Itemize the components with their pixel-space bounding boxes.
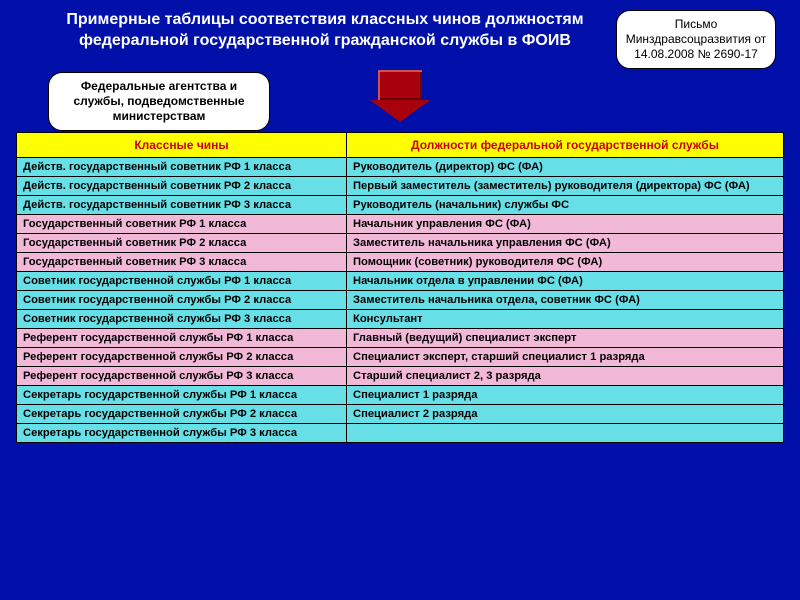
ranks-table: Классные чины Должности федеральной госу… <box>16 132 784 443</box>
position-cell: Заместитель начальника отдела, советник … <box>347 291 784 310</box>
position-cell: Специалист 2 разряда <box>347 405 784 424</box>
table-row: Секретарь государственной службы РФ 1 кл… <box>17 386 784 405</box>
ranks-table-wrap: Классные чины Должности федеральной госу… <box>16 132 784 443</box>
rank-cell: Референт государственной службы РФ 2 кла… <box>17 348 347 367</box>
down-arrow-icon <box>378 70 430 122</box>
header-positions: Должности федеральной государственной сл… <box>347 133 784 158</box>
letter-callout: Письмо Минздравсоцразвития от 14.08.2008… <box>616 10 776 69</box>
table-row: Референт государственной службы РФ 2 кла… <box>17 348 784 367</box>
table-row: Советник государственной службы РФ 3 кла… <box>17 310 784 329</box>
rank-cell: Секретарь государственной службы РФ 1 кл… <box>17 386 347 405</box>
rank-cell: Государственный советник РФ 1 класса <box>17 215 347 234</box>
position-cell: Руководитель (начальник) службы ФС <box>347 196 784 215</box>
position-cell: Начальник отдела в управлении ФС (ФА) <box>347 272 784 291</box>
rank-cell: Референт государственной службы РФ 1 кла… <box>17 329 347 348</box>
position-cell: Консультант <box>347 310 784 329</box>
rank-cell: Действ. государственный советник РФ 2 кл… <box>17 177 347 196</box>
position-cell: Специалист эксперт, старший специалист 1… <box>347 348 784 367</box>
position-cell: Главный (ведущий) специалист эксперт <box>347 329 784 348</box>
header-ranks: Классные чины <box>17 133 347 158</box>
rank-cell: Советник государственной службы РФ 2 кла… <box>17 291 347 310</box>
rank-cell: Советник государственной службы РФ 3 кла… <box>17 310 347 329</box>
table-row: Государственный советник РФ 2 классаЗаме… <box>17 234 784 253</box>
table-row: Государственный советник РФ 1 классаНача… <box>17 215 784 234</box>
table-row: Референт государственной службы РФ 1 кла… <box>17 329 784 348</box>
rank-cell: Действ. государственный советник РФ 1 кл… <box>17 158 347 177</box>
table-row: Советник государственной службы РФ 1 кла… <box>17 272 784 291</box>
rank-cell: Референт государственной службы РФ 3 кла… <box>17 367 347 386</box>
position-cell: Помощник (советник) руководителя ФС (ФА) <box>347 253 784 272</box>
position-cell: Специалист 1 разряда <box>347 386 784 405</box>
rank-cell: Государственный советник РФ 3 класса <box>17 253 347 272</box>
agencies-callout: Федеральные агентства и службы, подведом… <box>48 72 270 131</box>
table-row: Действ. государственный советник РФ 3 кл… <box>17 196 784 215</box>
table-row: Действ. государственный советник РФ 2 кл… <box>17 177 784 196</box>
table-row: Референт государственной службы РФ 3 кла… <box>17 367 784 386</box>
position-cell: Первый заместитель (заместитель) руковод… <box>347 177 784 196</box>
table-row: Советник государственной службы РФ 2 кла… <box>17 291 784 310</box>
position-cell: Руководитель (директор) ФС (ФА) <box>347 158 784 177</box>
rank-cell: Секретарь государственной службы РФ 2 кл… <box>17 405 347 424</box>
rank-cell: Советник государственной службы РФ 1 кла… <box>17 272 347 291</box>
table-row: Секретарь государственной службы РФ 2 кл… <box>17 405 784 424</box>
position-cell <box>347 424 784 443</box>
table-row: Секретарь государственной службы РФ 3 кл… <box>17 424 784 443</box>
rank-cell: Государственный советник РФ 2 класса <box>17 234 347 253</box>
table-row: Действ. государственный советник РФ 1 кл… <box>17 158 784 177</box>
position-cell: Старший специалист 2, 3 разряда <box>347 367 784 386</box>
table-row: Государственный советник РФ 3 классаПомо… <box>17 253 784 272</box>
rank-cell: Действ. государственный советник РФ 3 кл… <box>17 196 347 215</box>
rank-cell: Секретарь государственной службы РФ 3 кл… <box>17 424 347 443</box>
position-cell: Начальник управления ФС (ФА) <box>347 215 784 234</box>
position-cell: Заместитель начальника управления ФС (ФА… <box>347 234 784 253</box>
